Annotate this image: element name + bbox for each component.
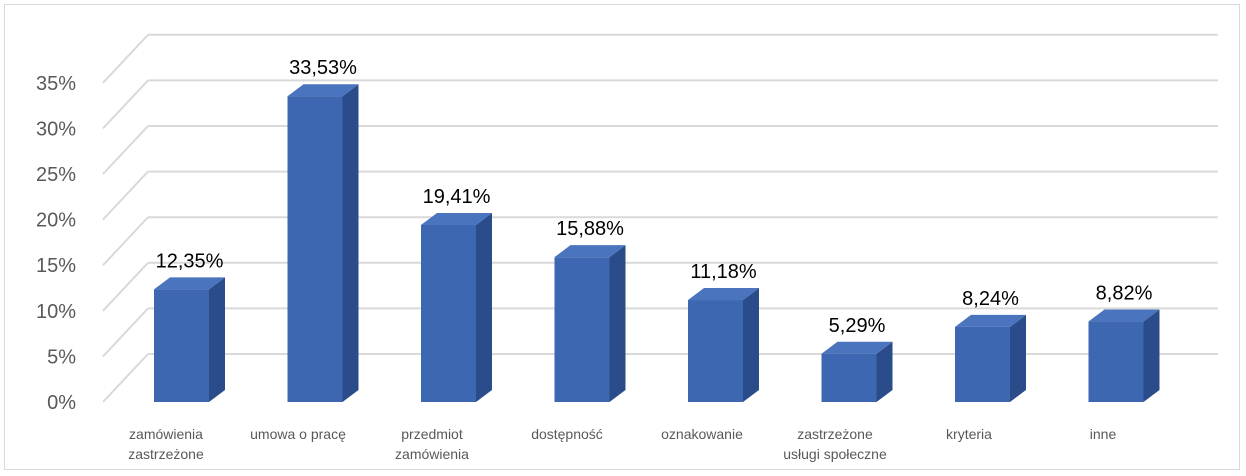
x-tick-label: zamówienia xyxy=(129,426,203,442)
data-label: 15,88% xyxy=(556,218,624,240)
data-label: 12,35% xyxy=(156,250,224,272)
bar xyxy=(554,257,610,402)
gridline-depth xyxy=(102,216,149,266)
data-label: 33,53% xyxy=(289,57,357,79)
bar-top xyxy=(955,314,1026,327)
y-tick-label: 15% xyxy=(36,255,76,277)
x-tick-label: umowa o pracę xyxy=(250,426,346,442)
bar-side xyxy=(342,84,359,403)
bar-top xyxy=(554,245,626,258)
y-tick-label: 10% xyxy=(36,301,76,323)
gridline-depth xyxy=(102,307,149,358)
bar xyxy=(1088,321,1144,402)
x-tick-label: oznakowanie xyxy=(661,426,743,442)
data-label: 8,82% xyxy=(1096,283,1153,305)
y-tick-label: 20% xyxy=(36,210,76,232)
bar-side xyxy=(609,245,626,402)
y-tick-label: 5% xyxy=(47,346,76,368)
data-label: 5,29% xyxy=(829,315,886,337)
bar xyxy=(421,224,476,402)
x-tick-label: przedmiot xyxy=(401,426,463,442)
gridline-depth xyxy=(102,262,149,312)
x-tick-label: usługi społeczne xyxy=(783,446,887,462)
data-label: 11,18% xyxy=(690,261,757,283)
bar xyxy=(955,326,1010,402)
bar-top xyxy=(1088,309,1160,322)
bar-side xyxy=(743,288,759,402)
data-label: 19,41% xyxy=(423,186,491,208)
gridline-depth xyxy=(102,170,149,221)
bar-top xyxy=(154,277,225,290)
x-tick-label: zastrzeżone xyxy=(128,446,204,462)
bar xyxy=(287,96,343,403)
gridline-depth xyxy=(102,353,149,403)
bar-top xyxy=(688,288,759,301)
bar-side xyxy=(476,212,492,402)
gridline-depth xyxy=(102,34,149,84)
bar-top xyxy=(821,341,893,354)
data-label: 8,24% xyxy=(962,288,1019,310)
y-tick-label: 30% xyxy=(36,118,76,140)
x-tick-label: zamówienia xyxy=(395,446,469,462)
x-tick-label: kryteria xyxy=(946,426,992,442)
gridline-depth xyxy=(102,79,149,130)
gridline-depth xyxy=(102,125,149,175)
y-tick-label: 25% xyxy=(36,164,76,186)
y-tick-label: 35% xyxy=(36,73,76,95)
x-tick-label: inne xyxy=(1090,426,1117,442)
bar-top xyxy=(421,212,492,225)
x-tick-label: dostępność xyxy=(531,426,603,442)
bar-side xyxy=(209,277,225,402)
bar-side xyxy=(876,341,893,402)
x-tick-label: zastrzeżone xyxy=(797,426,873,442)
bar-top xyxy=(287,84,359,97)
bar-side xyxy=(1010,314,1026,402)
y-tick-label: 0% xyxy=(47,392,76,414)
bar xyxy=(688,300,743,402)
bar xyxy=(154,289,209,402)
bar xyxy=(821,353,877,402)
bar-side xyxy=(1143,309,1160,402)
